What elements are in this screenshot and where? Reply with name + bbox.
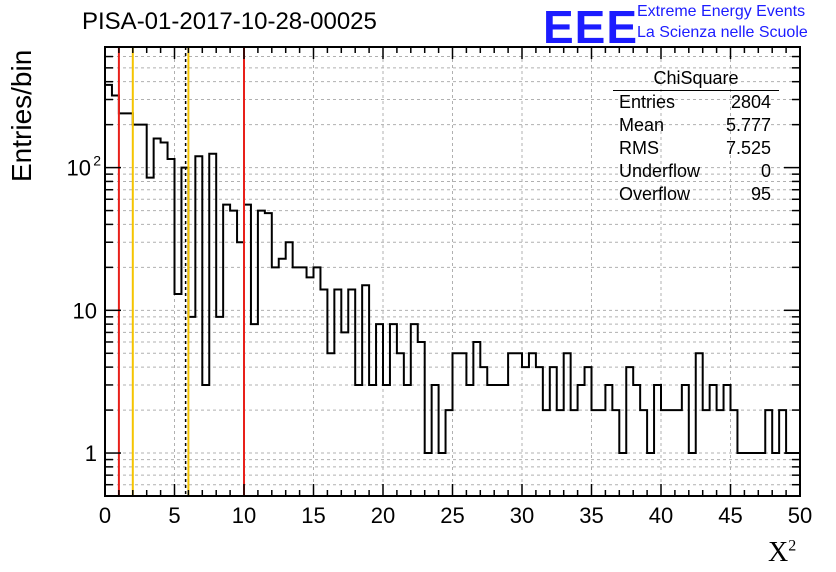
x-tick-label: 10 xyxy=(232,503,256,528)
stats-label: Underflow xyxy=(619,161,701,181)
x-tick-label: 25 xyxy=(440,503,464,528)
y-tick-label: 10 xyxy=(67,156,91,181)
stats-label: Overflow xyxy=(619,184,691,204)
stats-title: ChiSquare xyxy=(613,68,779,91)
histogram-line xyxy=(104,83,801,496)
stats-label: RMS xyxy=(619,138,659,158)
stats-row-underflow: Underflow 0 xyxy=(613,160,779,183)
stats-row-rms: RMS 7.525 xyxy=(613,137,779,160)
y-tick-label-sup: 2 xyxy=(93,153,101,169)
x-axis-label: X2 xyxy=(768,537,796,569)
x-axis-label-text: X xyxy=(768,537,789,568)
x-tick-label: 35 xyxy=(579,503,603,528)
stats-value: 5.777 xyxy=(725,115,771,135)
stats-row-overflow: Overflow 95 xyxy=(613,183,779,206)
x-tick-label: 15 xyxy=(301,503,325,528)
x-tick-label: 30 xyxy=(510,503,534,528)
chart-title: PISA-01-2017-10-28-00025 xyxy=(82,8,377,35)
stats-value: 2804 xyxy=(730,92,771,112)
stats-value: 7.525 xyxy=(725,138,771,158)
y-tick-label: 10 xyxy=(73,298,97,323)
y-axis-label-text: Entries/bin xyxy=(6,49,37,182)
stats-label: Entries xyxy=(619,92,676,112)
x-tick-label: 5 xyxy=(168,503,180,528)
eee-logo: EEE xyxy=(543,1,639,53)
y-tick-label: 1 xyxy=(85,441,97,466)
logo-line-1: Extreme Energy Events xyxy=(637,3,806,20)
x-tick-label: 45 xyxy=(718,503,742,528)
x-tick-label: 0 xyxy=(99,503,111,528)
x-tick-label: 40 xyxy=(649,503,673,528)
stats-value: 0 xyxy=(760,161,771,181)
stats-value: 95 xyxy=(750,184,771,204)
x-axis-label-sup: 2 xyxy=(788,537,797,555)
stats-row-mean: Mean 5.777 xyxy=(613,114,779,137)
x-tick-label: 20 xyxy=(371,503,395,528)
x-tick-label: 50 xyxy=(788,503,812,528)
logo-line-2: La Scienza nelle Scuole xyxy=(637,24,808,41)
y-axis-label: Entries/bin xyxy=(6,42,38,182)
stats-box: ChiSquare Entries 2804 Mean 5.777 RMS 7.525… xyxy=(613,68,779,206)
stats-label: Mean xyxy=(619,115,665,135)
stats-row-entries: Entries 2804 xyxy=(613,91,779,114)
